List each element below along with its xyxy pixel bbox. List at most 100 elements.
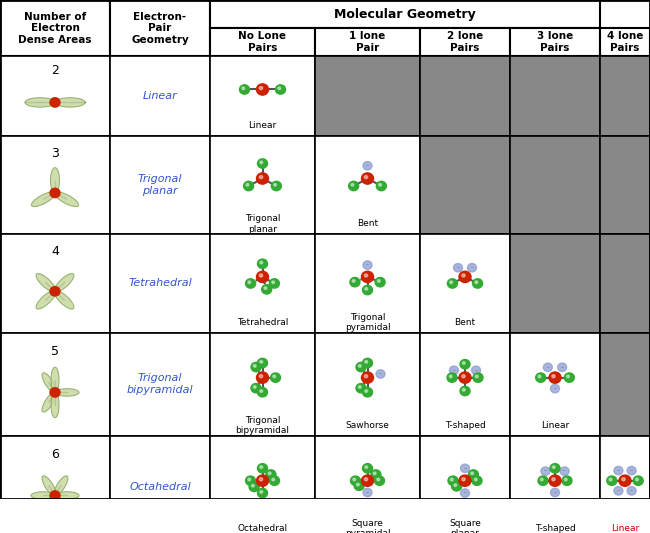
Bar [510, 333, 600, 435]
Text: ··: ·· [365, 163, 369, 168]
Circle shape [260, 161, 263, 164]
Circle shape [50, 188, 60, 198]
Circle shape [450, 478, 453, 481]
Circle shape [467, 263, 476, 272]
Circle shape [538, 476, 548, 486]
Circle shape [361, 475, 374, 486]
Circle shape [365, 287, 368, 290]
Circle shape [351, 183, 354, 186]
Text: 4 lone
Pairs: 4 lone Pairs [607, 31, 644, 53]
Circle shape [353, 478, 356, 481]
Bar [600, 28, 650, 56]
Bar [510, 136, 600, 235]
Text: Linear: Linear [541, 421, 569, 430]
Bar [420, 333, 510, 435]
Ellipse shape [42, 392, 56, 412]
Circle shape [364, 175, 368, 179]
Circle shape [365, 466, 368, 469]
Circle shape [260, 466, 263, 469]
Text: Trigonal
planar: Trigonal planar [138, 174, 182, 196]
Text: ··: ·· [560, 365, 564, 370]
Circle shape [356, 383, 366, 393]
Ellipse shape [55, 192, 79, 207]
Text: ··: ·· [463, 466, 467, 471]
Text: ··: ·· [378, 372, 382, 376]
Text: Octahedral: Octahedral [129, 482, 191, 492]
Circle shape [460, 360, 470, 369]
Text: ··: ·· [474, 368, 478, 373]
Circle shape [475, 281, 478, 284]
Text: Tetrahedral: Tetrahedral [128, 278, 192, 288]
Text: Bent: Bent [454, 318, 476, 327]
Circle shape [471, 472, 474, 475]
Circle shape [358, 386, 361, 389]
Circle shape [354, 481, 364, 490]
Text: ··: ·· [553, 386, 557, 391]
Bar [420, 56, 510, 136]
Bar [315, 56, 420, 136]
Circle shape [260, 490, 263, 493]
Circle shape [252, 484, 254, 487]
Ellipse shape [55, 273, 74, 292]
Circle shape [471, 366, 480, 375]
Circle shape [462, 478, 465, 481]
Text: ··: ·· [553, 490, 557, 495]
Bar [315, 136, 420, 235]
Bar [110, 0, 210, 56]
Circle shape [242, 87, 244, 90]
Bar [0, 235, 110, 333]
Bar [110, 56, 210, 136]
Circle shape [356, 483, 359, 486]
Circle shape [447, 373, 457, 382]
Circle shape [50, 387, 60, 397]
Ellipse shape [51, 168, 60, 193]
Ellipse shape [31, 192, 55, 207]
Bar [0, 0, 110, 56]
Circle shape [259, 478, 263, 481]
Bar [600, 136, 650, 235]
Circle shape [246, 476, 255, 486]
Text: Sawhorse: Sawhorse [346, 421, 389, 430]
Ellipse shape [31, 492, 55, 499]
Circle shape [462, 375, 465, 378]
Text: 3 lone
Pairs: 3 lone Pairs [537, 31, 573, 53]
Circle shape [472, 476, 482, 486]
Text: Trigonal
planar: Trigonal planar [245, 214, 280, 233]
Bar [210, 28, 315, 56]
Circle shape [377, 478, 380, 481]
Circle shape [264, 287, 267, 289]
Text: ··: ·· [543, 469, 547, 474]
Circle shape [460, 464, 469, 473]
Text: 4: 4 [51, 246, 59, 259]
Circle shape [633, 476, 644, 486]
Circle shape [364, 478, 368, 481]
Text: ··: ·· [452, 368, 456, 373]
Text: Linear: Linear [248, 121, 277, 130]
Text: 1 lone
Pair: 1 lone Pair [350, 31, 385, 53]
Circle shape [257, 372, 268, 383]
Circle shape [270, 373, 281, 382]
Bar [0, 56, 110, 136]
Circle shape [248, 281, 251, 284]
Text: T-shaped: T-shaped [534, 524, 575, 533]
Text: ··: ·· [616, 468, 620, 473]
Circle shape [462, 362, 465, 365]
Circle shape [454, 263, 463, 272]
Circle shape [375, 278, 385, 287]
Text: Tetrahedral: Tetrahedral [237, 318, 288, 327]
Circle shape [350, 476, 361, 486]
Circle shape [448, 476, 458, 486]
Circle shape [364, 274, 368, 277]
Text: 6: 6 [51, 448, 59, 461]
Ellipse shape [55, 492, 79, 499]
Circle shape [259, 274, 263, 277]
Circle shape [363, 464, 372, 473]
Bar [420, 136, 510, 235]
Circle shape [564, 478, 567, 481]
Circle shape [449, 366, 458, 375]
Text: Square
pyramidal: Square pyramidal [344, 519, 390, 533]
Circle shape [363, 358, 372, 368]
Circle shape [358, 365, 361, 367]
Circle shape [363, 285, 372, 295]
Circle shape [459, 271, 471, 282]
